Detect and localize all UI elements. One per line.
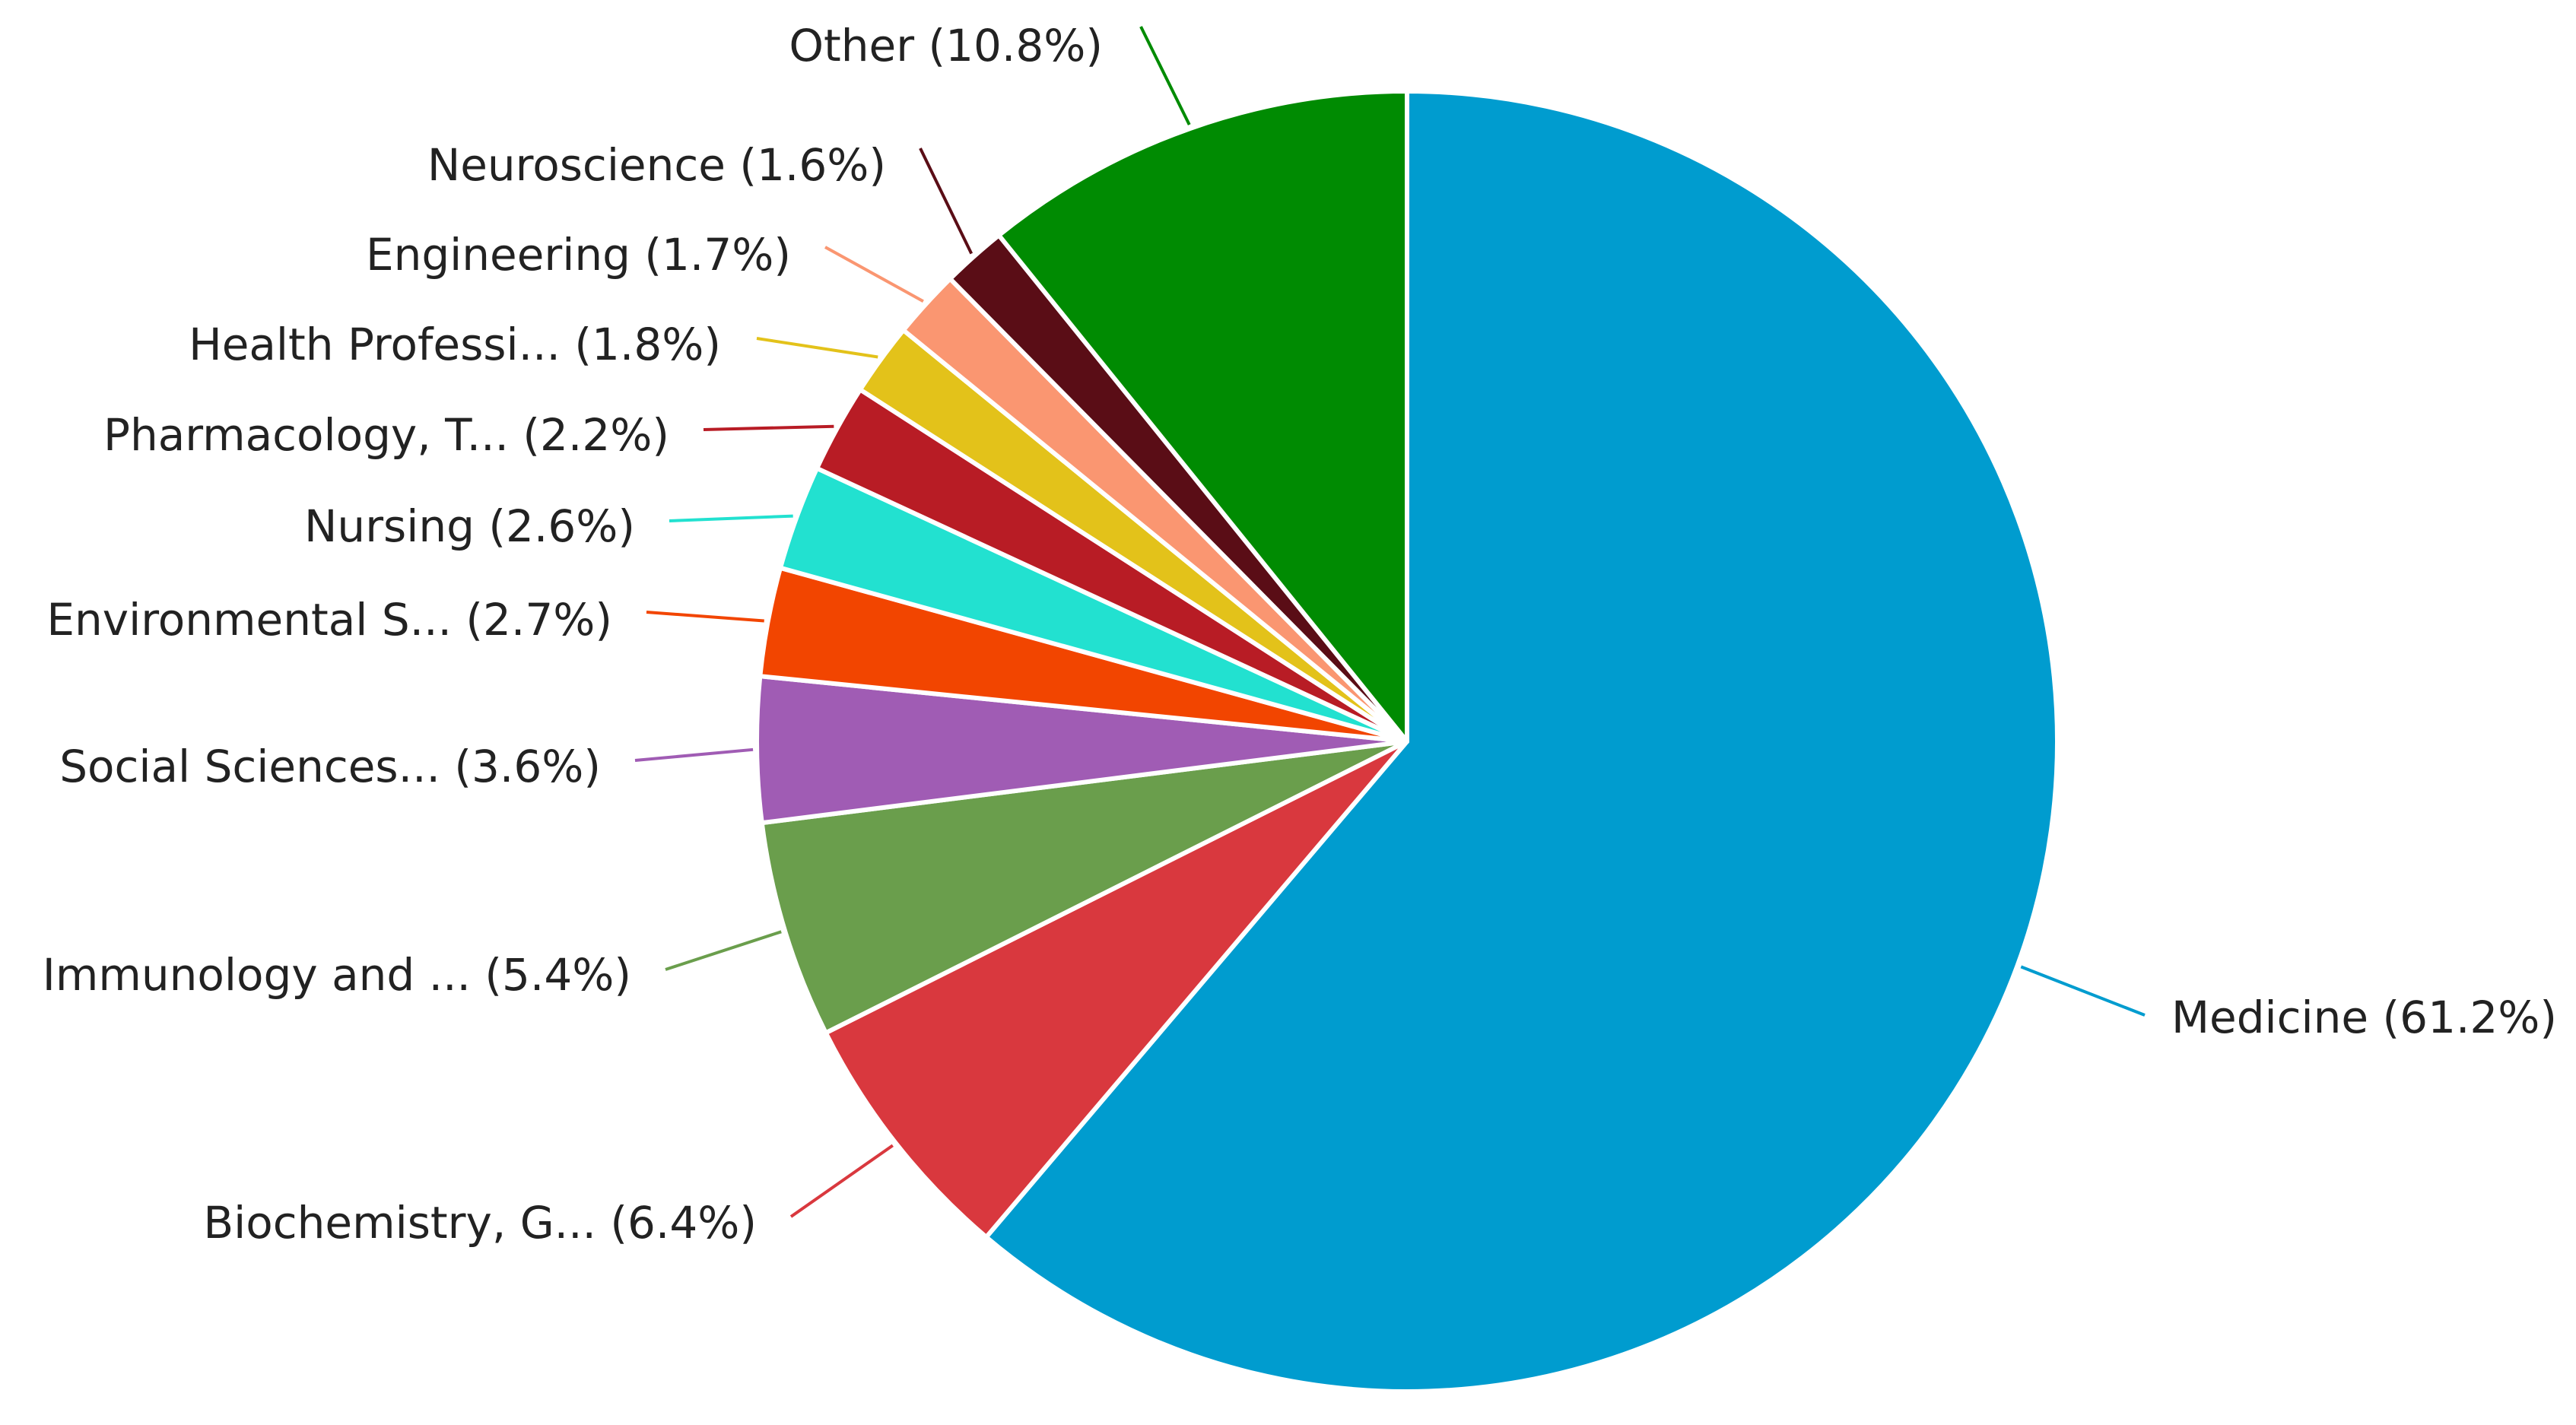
slice-label-immunology-and: Immunology and ... (5.4%)	[43, 949, 631, 1001]
slice-label-neuroscience: Neuroscience (1.6%)	[427, 139, 886, 191]
leader-line-immunology-and	[665, 930, 782, 971]
leader-line-other	[1139, 26, 1191, 125]
slice-label-other: Other (10.8%)	[789, 20, 1103, 71]
labels-layer: Medicine (61.2%) Biochemistry, G... (6.4%…	[43, 20, 2557, 1249]
slice-label-medicine: Medicine (61.2%)	[2171, 992, 2557, 1043]
pie-slice-immunology-and[interactable]	[759, 739, 1409, 1036]
leader-lines-layer	[634, 26, 2146, 1218]
leader-line-pharmacology-t	[703, 424, 834, 431]
pie-slice-biochemistry-g[interactable]	[823, 739, 1409, 1239]
leader-line-nursing	[669, 514, 793, 522]
slice-label-nursing: Nursing (2.6%)	[304, 500, 635, 552]
leader-line-health-professi	[756, 337, 878, 359]
slice-label-social-sciences: Social Sciences... (3.6%)	[59, 741, 601, 792]
leader-line-environmental-s	[646, 611, 764, 623]
leader-line-medicine	[2020, 965, 2146, 1017]
leader-line-neuroscience	[919, 148, 974, 255]
pie-slice-medicine[interactable]	[983, 89, 2060, 1394]
slice-label-biochemistry-g: Biochemistry, G... (6.4%)	[203, 1197, 757, 1249]
slice-label-engineering: Engineering (1.7%)	[366, 229, 791, 281]
leader-line-social-sciences	[634, 747, 754, 762]
slice-label-pharmacology-t: Pharmacology, T... (2.2%)	[103, 409, 669, 461]
leader-line-biochemistry-g	[789, 1144, 894, 1218]
pie-slice-other[interactable]	[996, 89, 1409, 744]
slice-label-health-professi: Health Professi... (1.8%)	[189, 319, 721, 370]
slices-layer	[754, 89, 2060, 1394]
leader-line-engineering	[824, 246, 924, 303]
slice-label-environmental-s: Environmental S... (2.7%)	[46, 594, 612, 646]
